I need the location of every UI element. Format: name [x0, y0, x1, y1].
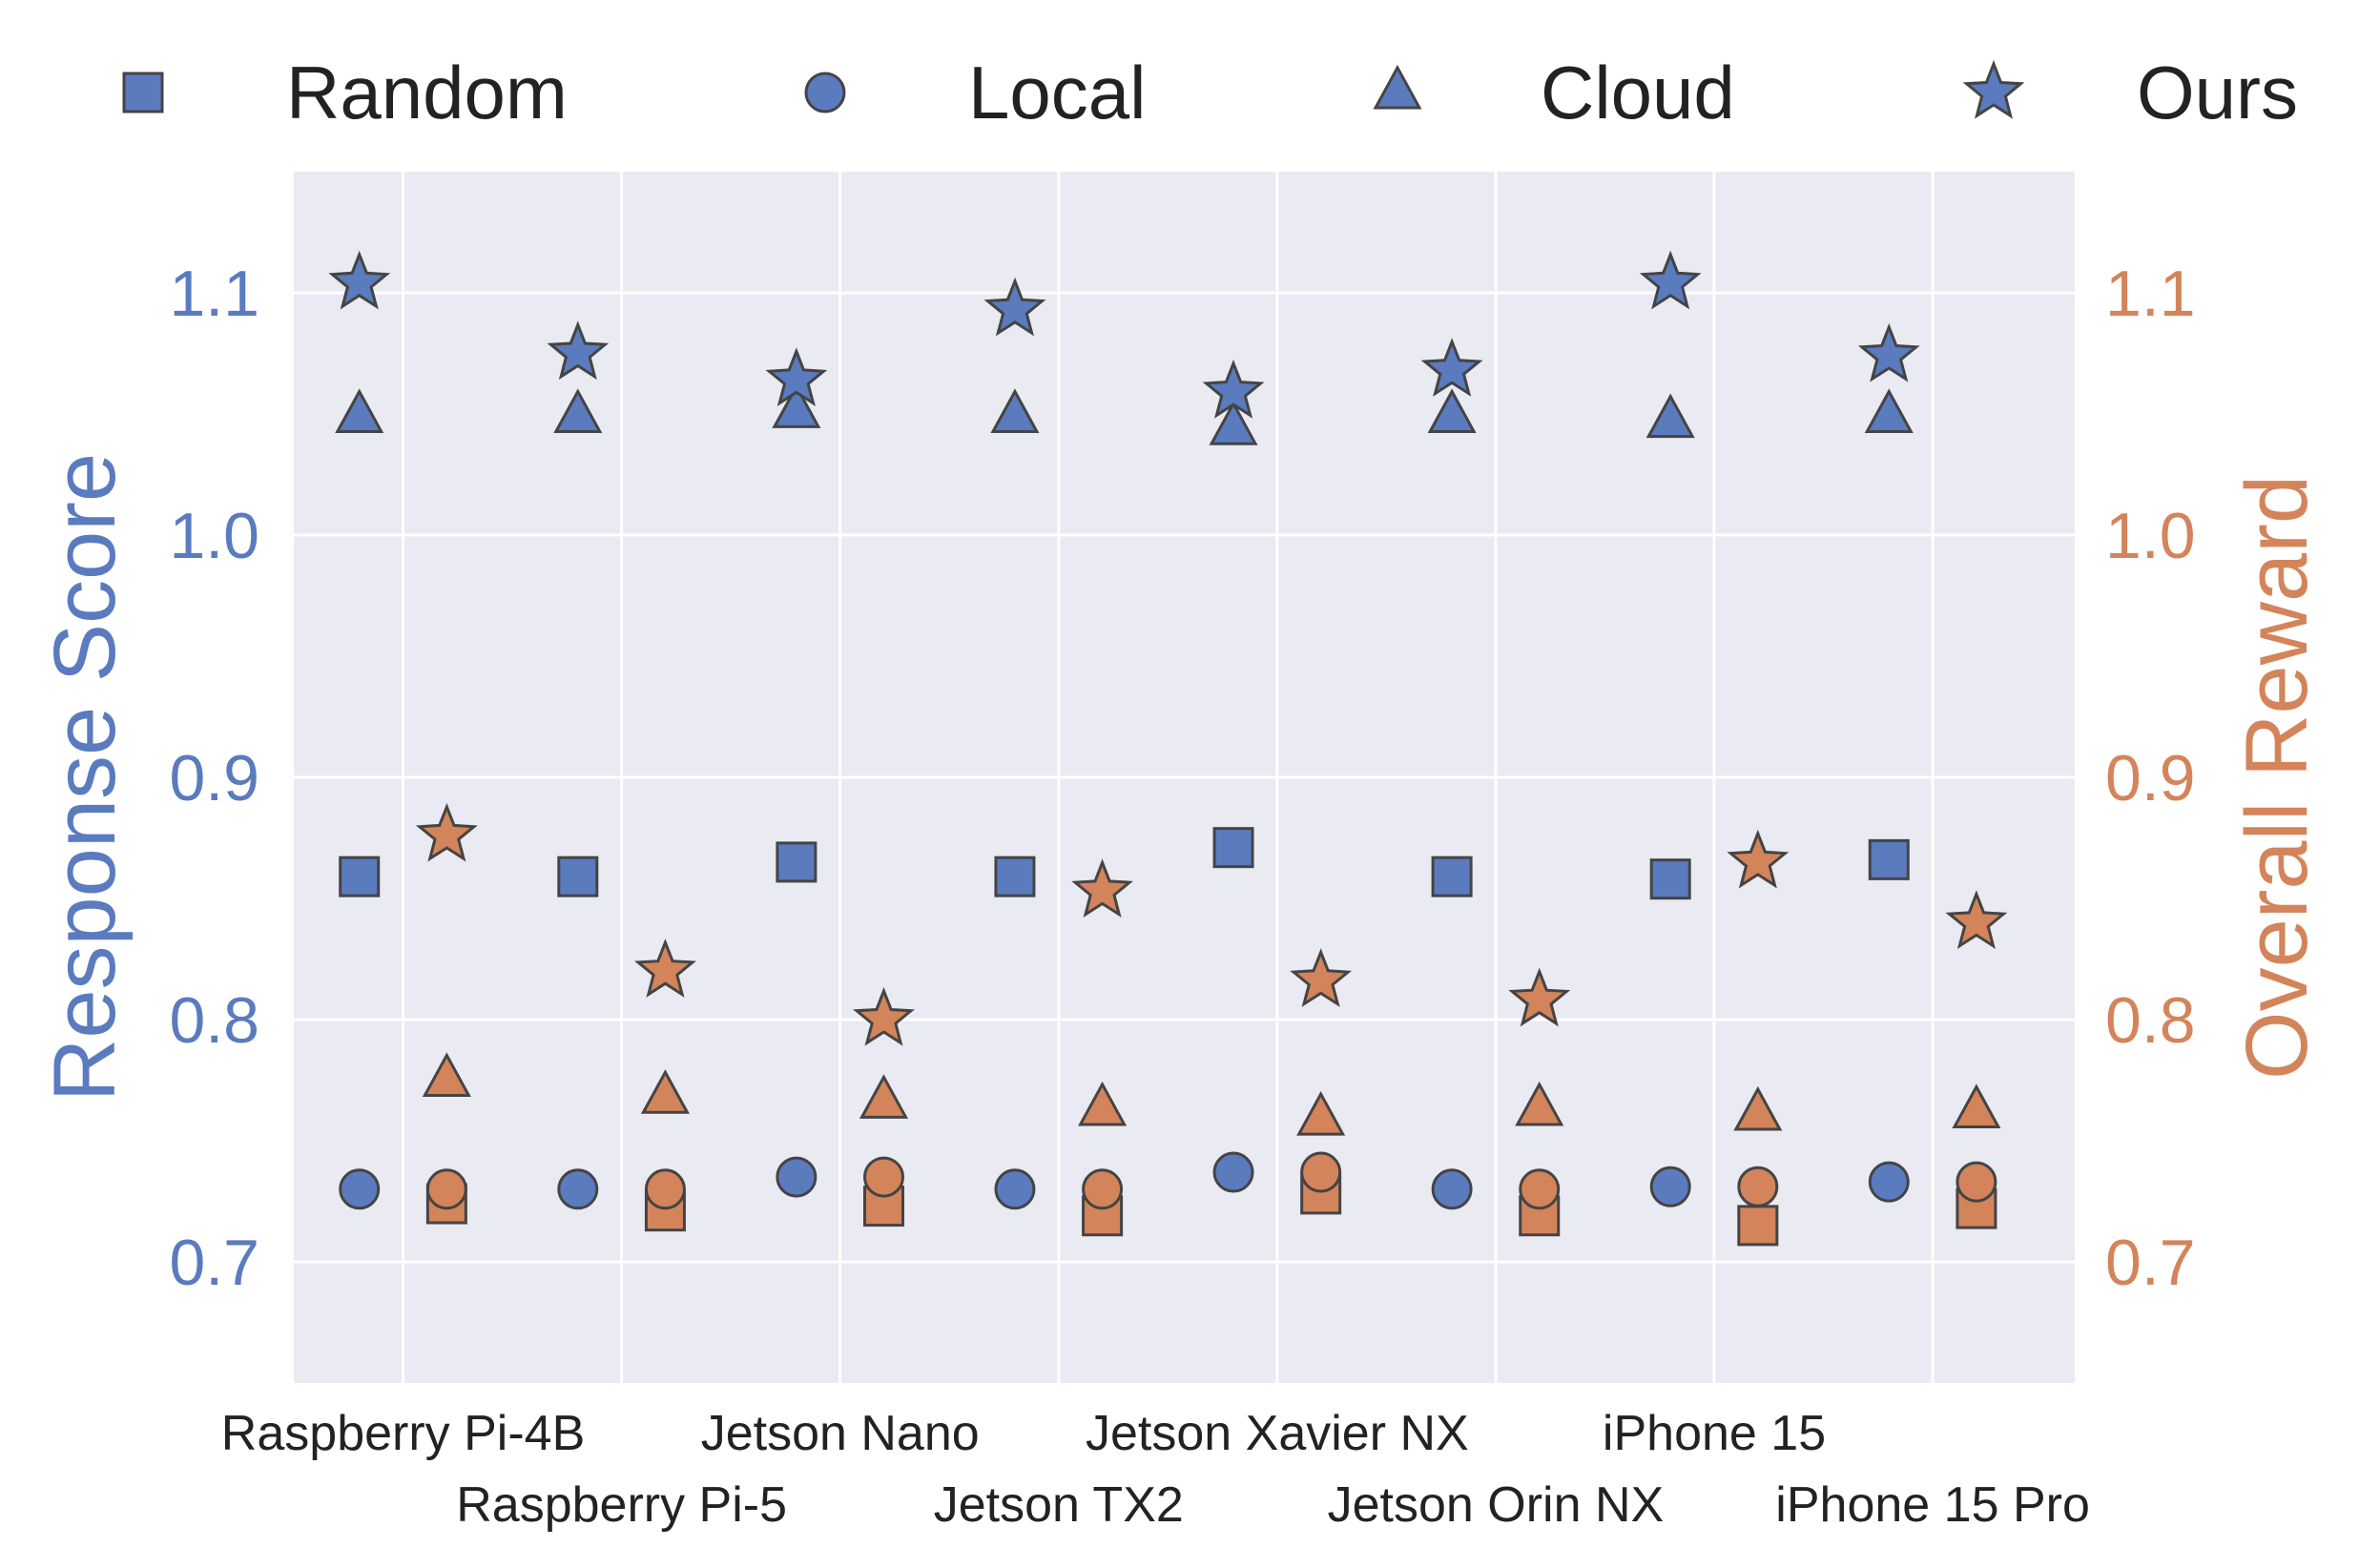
- x-tick-label: iPhone 15: [1603, 1406, 1826, 1461]
- legend-label: Local: [968, 51, 1146, 134]
- overall-reward-ours-point: [1508, 967, 1571, 1027]
- right-y-tick-label: 0.7: [2105, 1227, 2196, 1299]
- response-score-cloud-point: [1645, 393, 1695, 439]
- grid-lines: [294, 172, 2075, 1383]
- right-axis-label: Overall Reward: [2228, 475, 2326, 1080]
- response-score-random-point: [1868, 838, 1910, 880]
- legend-square-marker: [122, 72, 164, 113]
- axes: 0.7 0.7 0.8 0.8 0.9 0.9 1.0 1.0 1.1 1.1 Raspberry …: [36, 258, 2326, 1533]
- left-axis-label: Response Score: [36, 453, 134, 1102]
- response-score-random-point: [1212, 827, 1254, 869]
- overall-reward-local-point: [1737, 1166, 1779, 1207]
- overall-reward-ours-point: [415, 802, 478, 862]
- overall-reward-local-point: [1082, 1168, 1124, 1210]
- x-tick-label: Jetson TX2: [934, 1477, 1184, 1533]
- response-score-random-point: [1649, 858, 1691, 900]
- legend-label: Random: [286, 51, 568, 134]
- response-score-cloud-point: [335, 388, 384, 433]
- overall-reward-local-point: [863, 1156, 905, 1198]
- response-score-local-point: [1431, 1168, 1473, 1210]
- response-score-local-point: [1649, 1166, 1691, 1207]
- x-tick-label: iPhone 15 Pro: [1775, 1477, 2090, 1533]
- response-score-ours-point: [1202, 359, 1265, 419]
- overall-reward-cloud-point: [640, 1069, 690, 1114]
- overall-reward-random-point: [1737, 1205, 1779, 1247]
- right-y-tick-label: 0.8: [2105, 984, 2196, 1057]
- overall-reward-ours-point: [853, 986, 915, 1046]
- response-score-random-point: [1431, 856, 1473, 897]
- response-score-local-point: [1212, 1151, 1254, 1193]
- overall-reward-cloud-point: [1515, 1081, 1564, 1126]
- legend-label: Cloud: [1541, 51, 1735, 134]
- response-score-ours-point: [1639, 250, 1702, 310]
- legend-triangle-marker: [1373, 64, 1422, 110]
- right-y-tick-label: 1.1: [2105, 258, 2196, 330]
- response-score-ours-point: [1420, 338, 1483, 397]
- overall-reward-cloud-point: [1296, 1090, 1346, 1136]
- overall-reward-cloud-point: [859, 1074, 909, 1119]
- overall-reward-cloud-point: [1078, 1081, 1128, 1126]
- overall-reward-ours-point: [1071, 858, 1134, 918]
- response-score-cloud-point: [772, 383, 821, 428]
- response-score-cloud-point: [1209, 401, 1258, 445]
- response-score-local-point: [994, 1168, 1036, 1210]
- legend-label: Ours: [2137, 51, 2298, 134]
- overall-reward-cloud-point: [422, 1052, 471, 1097]
- legend-circle-marker: [804, 72, 846, 113]
- x-tick-label: Jetson Orin NX: [1328, 1477, 1665, 1533]
- response-score-ours-point: [547, 320, 610, 381]
- left-y-tick-label: 0.8: [169, 984, 259, 1057]
- response-score-ours-point: [1857, 322, 1920, 382]
- response-score-random-point: [776, 841, 817, 883]
- response-score-local-point: [776, 1156, 817, 1198]
- response-score-local-point: [339, 1168, 381, 1210]
- overall-reward-ours-point: [633, 939, 696, 998]
- response-score-ours-point: [328, 250, 391, 310]
- overall-reward-local-point: [644, 1168, 686, 1210]
- response-score-random-point: [994, 856, 1036, 897]
- response-score-cloud-point: [990, 388, 1040, 433]
- x-tick-label: Raspberry Pi-4B: [221, 1406, 585, 1461]
- x-tick-label: Raspberry Pi-5: [456, 1477, 787, 1533]
- overall-reward-ours-point: [1727, 829, 1790, 889]
- overall-reward-local-point: [425, 1168, 467, 1210]
- response-score-cloud-point: [553, 388, 603, 433]
- legend-star-marker: [1962, 59, 2025, 119]
- response-score-local-point: [557, 1168, 599, 1210]
- overall-reward-ours-point: [1945, 890, 2008, 950]
- left-y-tick-label: 1.0: [169, 500, 259, 572]
- response-score-random-point: [339, 856, 381, 897]
- response-score-cloud-point: [1427, 388, 1477, 433]
- response-score-ours-point: [765, 347, 828, 407]
- response-score-random-point: [557, 856, 599, 897]
- overall-reward-local-point: [1519, 1168, 1561, 1210]
- left-y-tick-label: 1.1: [169, 258, 259, 330]
- response-score-ours-point: [983, 277, 1046, 337]
- data-markers: [328, 250, 2008, 1247]
- overall-reward-local-point: [1300, 1151, 1342, 1193]
- response-score-local-point: [1868, 1161, 1910, 1203]
- overall-reward-ours-point: [1290, 948, 1353, 1007]
- x-tick-label: Jetson Nano: [701, 1406, 980, 1461]
- overall-reward-cloud-point: [1733, 1085, 1783, 1131]
- left-y-tick-label: 0.9: [169, 742, 259, 815]
- overall-reward-local-point: [1955, 1161, 1997, 1203]
- left-y-tick-label: 0.7: [169, 1227, 259, 1299]
- overall-reward-random-point: [863, 1186, 905, 1228]
- right-y-tick-label: 1.0: [2105, 500, 2196, 572]
- right-y-tick-label: 0.9: [2105, 742, 2196, 815]
- legend: Random Local Cloud Ours: [122, 51, 2298, 134]
- response-score-cloud-point: [1864, 388, 1914, 433]
- overall-reward-cloud-point: [1952, 1083, 2001, 1128]
- x-tick-label: Jetson Xavier NX: [1086, 1406, 1469, 1461]
